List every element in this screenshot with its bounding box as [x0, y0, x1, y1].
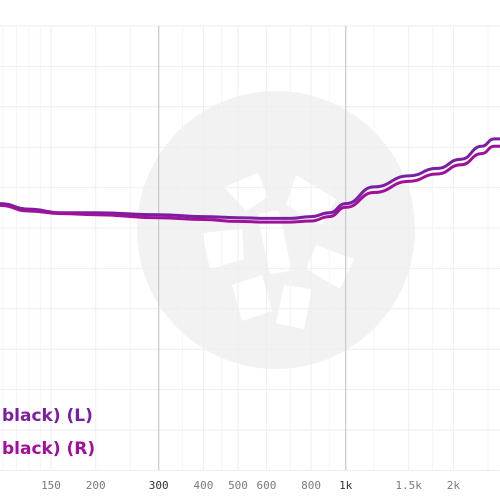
x-tick-label: 500 — [228, 479, 248, 492]
vertical-gridlines — [2, 26, 489, 470]
legend-entry: black) (R) — [2, 439, 95, 459]
series-lines — [0, 137, 500, 224]
watermark-logo — [137, 91, 415, 369]
x-tick-label: 600 — [256, 479, 276, 492]
horizontal-gridlines — [0, 25, 500, 471]
x-tick-label: 400 — [193, 479, 213, 492]
x-tick-label: 800 — [301, 479, 321, 492]
x-tick-label: 2k — [447, 479, 461, 492]
x-tick-label: 150 — [41, 479, 61, 492]
x-tick-label: 200 — [86, 479, 106, 492]
x-axis-tick-labels: 150 200 300 400 500 600 800 1k 1.5k 2k — [41, 479, 460, 492]
series-line — [0, 137, 500, 220]
x-tick-label: 300 — [149, 479, 169, 492]
x-tick-label: 1.5k — [395, 479, 422, 492]
x-tick-label: 1k — [339, 479, 353, 492]
legend: black) (L) black) (R) — [2, 406, 95, 459]
series-line — [0, 144, 500, 224]
legend-entry: black) (L) — [2, 406, 93, 426]
